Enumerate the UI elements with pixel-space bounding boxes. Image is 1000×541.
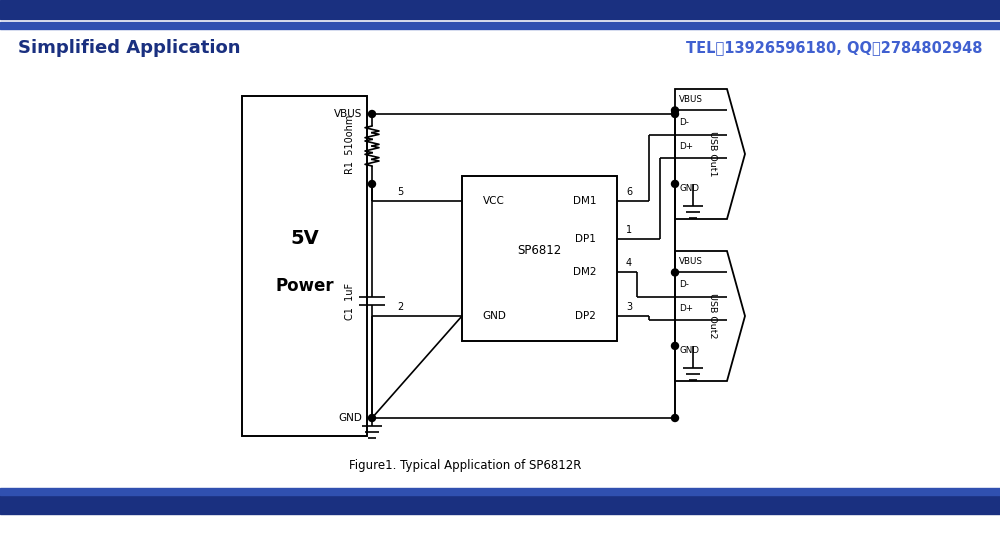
- Text: Power: Power: [275, 278, 334, 295]
- Bar: [0, 0, 1000, 19]
- Bar: [0, 488, 1000, 495]
- Text: DP1: DP1: [575, 234, 595, 243]
- Text: 3: 3: [626, 302, 632, 312]
- Text: Figure1. Typical Application of SP6812R: Figure1. Typical Application of SP6812R: [349, 459, 581, 472]
- Text: SP6812: SP6812: [517, 244, 562, 257]
- Text: 2: 2: [397, 302, 403, 312]
- Circle shape: [672, 107, 678, 114]
- Bar: [0, 495, 1000, 514]
- Text: USB Out1: USB Out1: [708, 131, 717, 177]
- Text: DP2: DP2: [575, 311, 595, 321]
- Text: Page1: Page1: [939, 498, 982, 511]
- Text: VBUS: VBUS: [679, 257, 703, 266]
- Text: DM2: DM2: [573, 267, 597, 276]
- Text: D-: D-: [679, 118, 689, 127]
- Bar: [242, 96, 367, 436]
- Circle shape: [672, 180, 678, 187]
- Text: 5V: 5V: [290, 229, 319, 248]
- Text: 6: 6: [626, 187, 632, 197]
- Text: GND: GND: [679, 346, 699, 355]
- Text: VCC: VCC: [483, 196, 505, 206]
- Text: VBUS: VBUS: [679, 95, 703, 104]
- Text: USB Out2: USB Out2: [708, 293, 717, 339]
- Text: 4: 4: [626, 258, 632, 268]
- Text: GND: GND: [482, 311, 506, 321]
- Text: 5: 5: [397, 187, 403, 197]
- Bar: [0, 22, 1000, 29]
- Text: GND: GND: [679, 184, 699, 193]
- Text: D+: D+: [679, 304, 693, 313]
- Text: Simplified Application: Simplified Application: [18, 39, 240, 57]
- Circle shape: [672, 110, 678, 117]
- Text: TEL：13926596180, QQ：2784802948: TEL：13926596180, QQ：2784802948: [686, 41, 982, 56]
- Text: D+: D+: [679, 142, 693, 151]
- Circle shape: [672, 342, 678, 349]
- Bar: [462, 176, 617, 341]
- Text: D-: D-: [679, 280, 689, 289]
- Text: DM1: DM1: [573, 196, 597, 206]
- Circle shape: [672, 414, 678, 421]
- Text: DBM-DS-0563-100: DBM-DS-0563-100: [18, 498, 146, 511]
- Polygon shape: [675, 251, 745, 381]
- Circle shape: [368, 414, 376, 421]
- Circle shape: [368, 181, 376, 188]
- Text: C1  1uF: C1 1uF: [345, 282, 355, 320]
- Circle shape: [672, 269, 678, 276]
- Polygon shape: [675, 89, 745, 219]
- Circle shape: [368, 110, 376, 117]
- Text: VBUS: VBUS: [334, 109, 362, 119]
- Text: R1  510ohm: R1 510ohm: [345, 114, 355, 174]
- Text: 1: 1: [626, 225, 632, 235]
- Text: GND: GND: [338, 413, 362, 423]
